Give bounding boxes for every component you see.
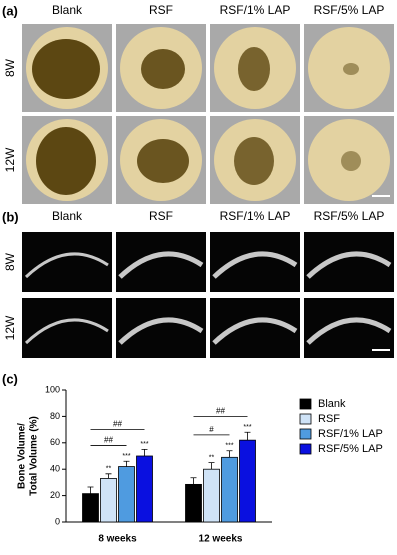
ct-slice: [116, 232, 206, 292]
error-bar: [105, 473, 112, 479]
y-tick-label: 0: [55, 516, 60, 526]
legend-label: Blank: [318, 398, 346, 410]
column-label: RSF/5% LAP: [314, 209, 385, 223]
unhealed-area: [234, 137, 274, 185]
unhealed-area: [238, 47, 270, 91]
x-tick-label: 12 weeks: [199, 534, 243, 545]
significance-marker: ***: [140, 441, 148, 448]
column-label: Blank: [52, 209, 83, 223]
bar: [136, 455, 153, 523]
significance-label: #: [209, 425, 214, 434]
column-label: RSF/1% LAP: [220, 3, 291, 17]
y-tick-label: 80: [50, 411, 60, 421]
bar: [100, 478, 117, 523]
bar-chart: (c) Bone Volume/Total Volume (%) 0 20 40 60 80…: [2, 371, 383, 544]
bar: [203, 468, 220, 523]
legend-label: RSF/5% LAP: [318, 443, 383, 455]
bone-slice: [306, 251, 392, 279]
y-axis-label: Total Volume (%): [29, 416, 40, 496]
unhealed-area: [36, 127, 96, 195]
unhealed-area: [343, 63, 359, 75]
legend-swatch: [299, 428, 312, 440]
ct-slice: [22, 298, 112, 358]
legend-label: RSF/1% LAP: [318, 428, 383, 440]
row-label: 12W: [3, 315, 17, 340]
bar: [221, 456, 238, 523]
bar: [118, 466, 135, 523]
bone-slice: [212, 251, 298, 279]
error-bar: [226, 450, 233, 458]
panel-label: (b): [2, 209, 19, 224]
error-bar: [190, 477, 197, 485]
significance-label: ##: [216, 407, 225, 416]
significance-marker: ***: [225, 443, 233, 450]
ct-slice: [304, 232, 394, 292]
y-tick-label: 40: [50, 464, 60, 474]
ct-slice: [210, 298, 300, 358]
column-label: RSF/5% LAP: [314, 3, 385, 17]
legend-swatch: [299, 443, 312, 455]
y-tick-label: 20: [50, 490, 60, 500]
bone-slice: [118, 251, 204, 279]
y-tick-label: 100: [45, 384, 60, 394]
bar: [239, 439, 256, 523]
x-tick-label: 8 weeks: [98, 534, 137, 545]
bar: [82, 493, 99, 523]
significance-marker: **: [209, 454, 215, 461]
column-label: RSF: [149, 3, 173, 17]
column-label: Blank: [52, 3, 83, 17]
bone-slice: [212, 317, 298, 345]
bone-slice: [118, 317, 204, 345]
legend-swatch: [299, 398, 312, 410]
panel-label: (c): [2, 371, 18, 386]
error-bar: [87, 486, 94, 494]
ct-slice: [210, 232, 300, 292]
bar: [185, 483, 202, 523]
ct-slice: [116, 298, 206, 358]
y-axis-label: Bone Volume/: [17, 423, 28, 489]
ct-slice: [304, 298, 394, 358]
bone-slice: [24, 252, 109, 279]
legend-label: RSF: [318, 413, 340, 425]
row-label: 8W: [3, 252, 17, 271]
column-label: RSF/1% LAP: [220, 209, 291, 223]
error-bar: [123, 460, 130, 467]
legend-swatch: [299, 413, 312, 425]
significance-label: ##: [113, 420, 122, 429]
row-label: 12W: [3, 147, 17, 172]
error-bar: [141, 449, 148, 456]
bone-slice: [306, 317, 392, 345]
y-tick-label: 60: [50, 437, 60, 447]
significance-marker: **: [106, 466, 112, 473]
image-panels: (a) Blank RSF RSF/1% LAP RSF/5% LAP 8W 12W (b) B…: [2, 3, 394, 358]
unhealed-area: [137, 139, 189, 183]
error-bar: [244, 431, 251, 441]
unhealed-area: [341, 151, 361, 171]
column-label: RSF: [149, 209, 173, 223]
row-label: 8W: [3, 58, 17, 77]
significance-label: ##: [104, 436, 113, 445]
unhealed-area: [141, 49, 185, 89]
error-bar: [208, 462, 215, 470]
panel-label: (a): [2, 3, 18, 18]
ct-slice: [22, 232, 112, 292]
significance-marker: ***: [122, 453, 130, 460]
unhealed-area: [32, 39, 100, 99]
significance-marker: ***: [243, 424, 251, 431]
bone-slice: [24, 318, 109, 345]
